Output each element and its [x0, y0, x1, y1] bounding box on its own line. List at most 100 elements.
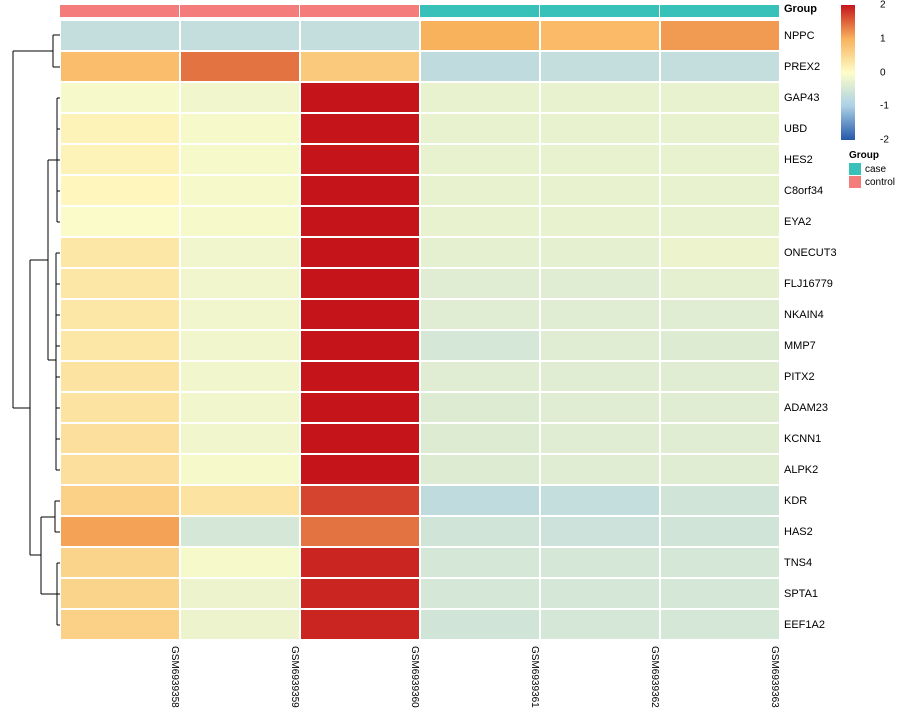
row-label: ADAM23 — [780, 392, 837, 423]
heatmap-cell — [180, 361, 300, 392]
colorbar — [841, 5, 855, 140]
row-label: SPTA1 — [780, 578, 837, 609]
heatmap-cell — [300, 516, 420, 547]
heatmap-cell — [180, 516, 300, 547]
heatmap-cell — [420, 20, 540, 51]
heatmap-cell — [540, 485, 660, 516]
heatmap-cell — [660, 268, 780, 299]
group-cell — [540, 5, 660, 17]
group-annotation-title: Group — [784, 3, 817, 15]
column-label: GSM6939359 — [180, 642, 300, 708]
heatmap-cell — [300, 299, 420, 330]
heatmap-cell — [60, 237, 180, 268]
heatmap-cell — [660, 516, 780, 547]
heatmap-cell — [180, 82, 300, 113]
heatmap-cell — [180, 330, 300, 361]
row-label: EEF1A2 — [780, 609, 837, 640]
heatmap-cell — [660, 144, 780, 175]
heatmap-cell — [300, 330, 420, 361]
heatmap-row — [60, 578, 780, 609]
heatmap-cell — [420, 268, 540, 299]
colorbar-tick: -1 — [880, 101, 889, 112]
heatmap-cell — [540, 144, 660, 175]
heatmap-cell — [660, 20, 780, 51]
group-legend-items: casecontrol — [849, 163, 895, 188]
legend-swatch — [849, 176, 861, 188]
heatmap-cell — [540, 237, 660, 268]
heatmap-cell — [540, 578, 660, 609]
heatmap-cell — [180, 547, 300, 578]
heatmap-cell — [420, 423, 540, 454]
heatmap-cell — [540, 361, 660, 392]
row-label: EYA2 — [780, 206, 837, 237]
row-label: GAP43 — [780, 82, 837, 113]
group-legend-title: Group — [849, 150, 895, 161]
heatmap-cell — [420, 516, 540, 547]
heatmap-row — [60, 330, 780, 361]
heatmap-cell — [180, 485, 300, 516]
heatmap-cell — [540, 299, 660, 330]
column-labels: GSM6939358GSM6939359GSM6939360GSM6939361… — [60, 642, 780, 708]
heatmap-cell — [300, 454, 420, 485]
row-label: KDR — [780, 485, 837, 516]
heatmap-cell — [660, 51, 780, 82]
heatmap-cell — [660, 485, 780, 516]
heatmap-cell — [300, 51, 420, 82]
heatmap-cell — [300, 82, 420, 113]
row-label: KCNN1 — [780, 423, 837, 454]
colorbar-tick: -2 — [880, 135, 889, 146]
heatmap-cell — [420, 578, 540, 609]
heatmap-cell — [300, 268, 420, 299]
heatmap-row — [60, 516, 780, 547]
heatmap-cell — [60, 330, 180, 361]
row-label: ONECUT3 — [780, 237, 837, 268]
column-label: GSM6939358 — [60, 642, 180, 708]
heatmap-cell — [660, 609, 780, 640]
heatmap-row — [60, 547, 780, 578]
row-label: TNS4 — [780, 547, 837, 578]
row-label: HES2 — [780, 144, 837, 175]
heatmap-cell — [420, 113, 540, 144]
row-label: C8orf34 — [780, 175, 837, 206]
heatmap-cell — [180, 454, 300, 485]
heatmap-cell — [60, 578, 180, 609]
heatmap-cell — [180, 268, 300, 299]
row-label: HAS2 — [780, 516, 837, 547]
heatmap-cell — [660, 82, 780, 113]
heatmap-grid — [60, 20, 780, 640]
heatmap-cell — [180, 237, 300, 268]
heatmap-cell — [420, 547, 540, 578]
heatmap-row — [60, 454, 780, 485]
heatmap-row — [60, 361, 780, 392]
row-label: MMP7 — [780, 330, 837, 361]
heatmap-row — [60, 237, 780, 268]
heatmap-cell — [660, 454, 780, 485]
heatmap-cell — [60, 206, 180, 237]
heatmap-cell — [420, 82, 540, 113]
group-annotation-bar — [60, 5, 780, 17]
heatmap-cell — [660, 299, 780, 330]
heatmap-cell — [300, 144, 420, 175]
heatmap-cell — [60, 392, 180, 423]
heatmap-cell — [300, 175, 420, 206]
group-cell — [60, 5, 180, 17]
heatmap-cell — [540, 423, 660, 454]
heatmap-cell — [660, 237, 780, 268]
legend-label: control — [865, 177, 895, 188]
column-label: GSM6939362 — [540, 642, 660, 708]
heatmap-row — [60, 82, 780, 113]
heatmap-cell — [540, 454, 660, 485]
heatmap-cell — [60, 516, 180, 547]
heatmap-cell — [420, 392, 540, 423]
heatmap-cell — [420, 361, 540, 392]
heatmap-row — [60, 268, 780, 299]
column-label: GSM6939361 — [420, 642, 540, 708]
heatmap-cell — [420, 330, 540, 361]
heatmap-cell — [60, 454, 180, 485]
heatmap-cell — [60, 609, 180, 640]
heatmap-cell — [540, 392, 660, 423]
heatmap-cell — [180, 609, 300, 640]
row-label: FLJ16779 — [780, 268, 837, 299]
heatmap-cell — [660, 361, 780, 392]
heatmap-cell — [180, 392, 300, 423]
